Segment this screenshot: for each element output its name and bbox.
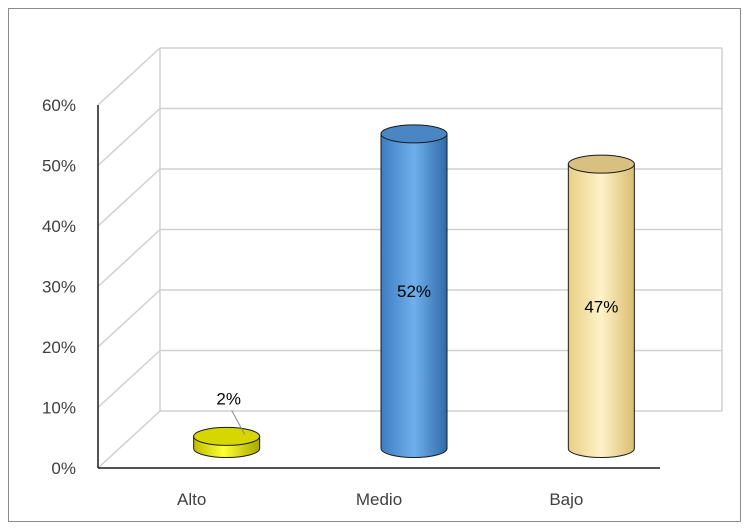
gridline-side — [97, 168, 161, 227]
y-axis-ticks: 0% 10% 20% 30% 40% 50% 60% — [42, 96, 76, 478]
bar-body — [380, 133, 448, 458]
y-tick-label: 50% — [42, 157, 76, 176]
y-tick-label: 20% — [42, 338, 76, 357]
gridline-side — [97, 107, 161, 167]
gridline-side — [97, 289, 161, 348]
x-category-label: Alto — [177, 490, 206, 509]
bar-cylinder — [380, 124, 448, 458]
bar-cylinder — [567, 154, 635, 458]
data-label: 47% — [584, 297, 618, 316]
y-tick-label: 30% — [42, 278, 76, 297]
y-tick-label: 10% — [42, 399, 76, 418]
bar-top — [567, 154, 635, 174]
bar-body — [567, 163, 635, 458]
gridline-side — [97, 228, 161, 288]
bar-cylinder — [193, 426, 261, 458]
x-category-label: Bajo — [549, 490, 583, 509]
gridline-side — [97, 47, 161, 106]
bar-top — [380, 124, 448, 144]
floor-left-edge — [97, 410, 161, 469]
gridline-side — [97, 349, 161, 409]
data-labels: 2% 52% 47% — [216, 282, 618, 435]
data-label: 2% — [216, 389, 241, 408]
data-label-leader — [231, 410, 246, 435]
x-category-label: Medio — [356, 490, 402, 509]
y-tick-label: 40% — [42, 217, 76, 236]
bar-top — [193, 426, 261, 446]
y-tick-label: 60% — [42, 96, 76, 115]
x-axis-categories: Alto Medio Bajo — [177, 490, 583, 509]
bars — [193, 124, 635, 458]
y-tick-label: 0% — [51, 459, 76, 478]
axes — [97, 105, 660, 469]
data-label: 52% — [397, 282, 431, 301]
